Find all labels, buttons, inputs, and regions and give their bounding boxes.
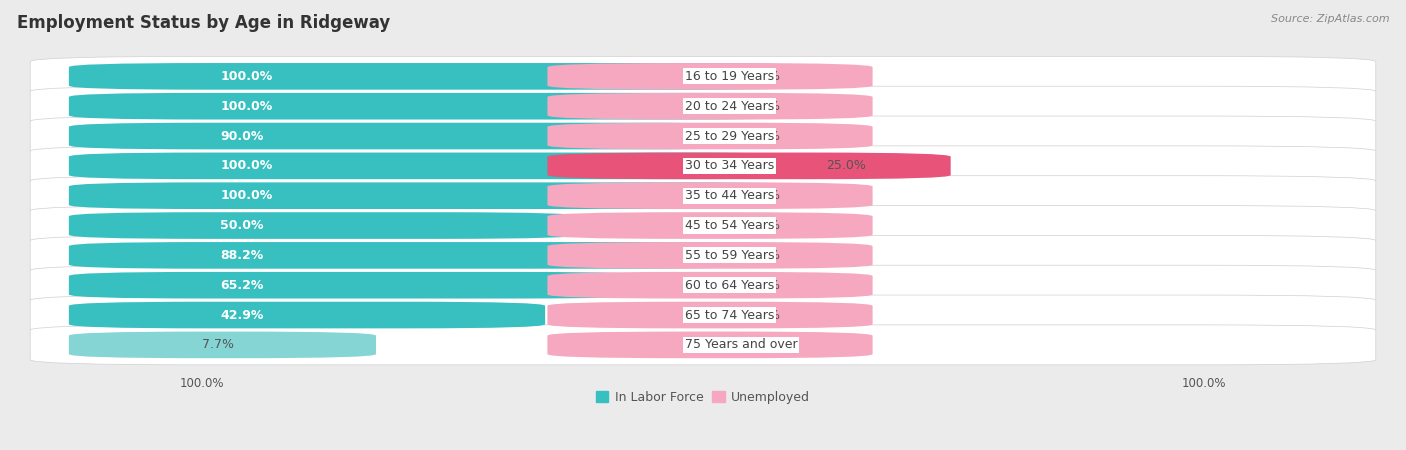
Text: 25.0%: 25.0% (827, 159, 866, 172)
FancyBboxPatch shape (547, 63, 873, 90)
Text: 0.0%: 0.0% (748, 279, 780, 292)
FancyBboxPatch shape (69, 93, 820, 120)
Text: 65.2%: 65.2% (221, 279, 264, 292)
Legend: In Labor Force, Unemployed: In Labor Force, Unemployed (591, 386, 815, 409)
FancyBboxPatch shape (547, 212, 873, 239)
Text: 0.0%: 0.0% (748, 100, 780, 112)
Text: 50.0%: 50.0% (221, 219, 264, 232)
FancyBboxPatch shape (547, 123, 873, 149)
Text: 100.0%: 100.0% (221, 70, 273, 83)
Text: 75 Years and over: 75 Years and over (685, 338, 797, 351)
Text: 0.0%: 0.0% (748, 189, 780, 202)
Text: 30 to 34 Years: 30 to 34 Years (685, 159, 775, 172)
Text: 16 to 19 Years: 16 to 19 Years (685, 70, 775, 83)
Text: 7.7%: 7.7% (202, 338, 235, 351)
FancyBboxPatch shape (30, 146, 1376, 186)
Text: 45 to 54 Years: 45 to 54 Years (685, 219, 775, 232)
FancyBboxPatch shape (547, 153, 950, 179)
FancyBboxPatch shape (30, 235, 1376, 275)
FancyBboxPatch shape (547, 332, 873, 358)
FancyBboxPatch shape (30, 116, 1376, 156)
FancyBboxPatch shape (69, 153, 820, 179)
Text: 42.9%: 42.9% (221, 309, 264, 322)
FancyBboxPatch shape (69, 63, 820, 90)
FancyBboxPatch shape (30, 325, 1376, 365)
FancyBboxPatch shape (69, 332, 375, 358)
Text: 100.0%: 100.0% (221, 159, 273, 172)
Text: 0.0%: 0.0% (748, 219, 780, 232)
Text: 0.0%: 0.0% (748, 338, 780, 351)
Text: 90.0%: 90.0% (221, 130, 264, 143)
FancyBboxPatch shape (69, 212, 579, 239)
Text: 60 to 64 Years: 60 to 64 Years (685, 279, 775, 292)
FancyBboxPatch shape (30, 265, 1376, 305)
Text: 0.0%: 0.0% (748, 249, 780, 262)
Text: 65 to 74 Years: 65 to 74 Years (685, 309, 775, 322)
FancyBboxPatch shape (69, 182, 820, 209)
Text: 35 to 44 Years: 35 to 44 Years (685, 189, 775, 202)
FancyBboxPatch shape (69, 272, 652, 298)
Text: 88.2%: 88.2% (221, 249, 264, 262)
FancyBboxPatch shape (69, 242, 763, 269)
Text: Source: ZipAtlas.com: Source: ZipAtlas.com (1271, 14, 1389, 23)
FancyBboxPatch shape (30, 86, 1376, 126)
FancyBboxPatch shape (547, 272, 873, 298)
Text: Employment Status by Age in Ridgeway: Employment Status by Age in Ridgeway (17, 14, 389, 32)
FancyBboxPatch shape (30, 56, 1376, 96)
Text: 100.0%: 100.0% (221, 189, 273, 202)
FancyBboxPatch shape (547, 302, 873, 328)
Text: 100.0%: 100.0% (221, 100, 273, 112)
FancyBboxPatch shape (30, 176, 1376, 216)
FancyBboxPatch shape (547, 182, 873, 209)
FancyBboxPatch shape (30, 206, 1376, 246)
FancyBboxPatch shape (69, 302, 546, 328)
FancyBboxPatch shape (30, 295, 1376, 335)
FancyBboxPatch shape (547, 93, 873, 120)
FancyBboxPatch shape (69, 123, 772, 149)
Text: 0.0%: 0.0% (748, 130, 780, 143)
Text: 55 to 59 Years: 55 to 59 Years (685, 249, 775, 262)
Text: 25 to 29 Years: 25 to 29 Years (685, 130, 775, 143)
Text: 20 to 24 Years: 20 to 24 Years (685, 100, 775, 112)
Text: 0.0%: 0.0% (748, 309, 780, 322)
FancyBboxPatch shape (547, 242, 873, 269)
Text: 0.0%: 0.0% (748, 70, 780, 83)
